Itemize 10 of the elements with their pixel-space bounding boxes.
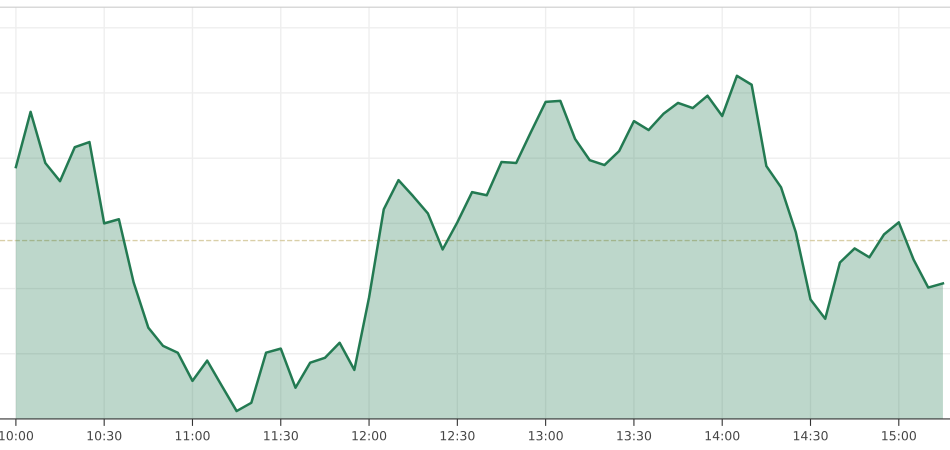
x-tick-label: 13:30 <box>617 430 652 440</box>
x-tick-label: 11:30 <box>264 430 298 440</box>
x-tick-label: 14:00 <box>706 430 740 440</box>
x-tick-label: 13:00 <box>528 430 563 440</box>
x-tick-label: 12:30 <box>440 430 475 440</box>
x-tick-label: 12:00 <box>352 430 386 440</box>
x-tick-label: 15:00 <box>882 430 916 440</box>
x-tick-label: 10:30 <box>88 430 122 440</box>
x-tick-label: 11:00 <box>176 430 210 440</box>
x-tick-label: 14:30 <box>794 430 828 440</box>
